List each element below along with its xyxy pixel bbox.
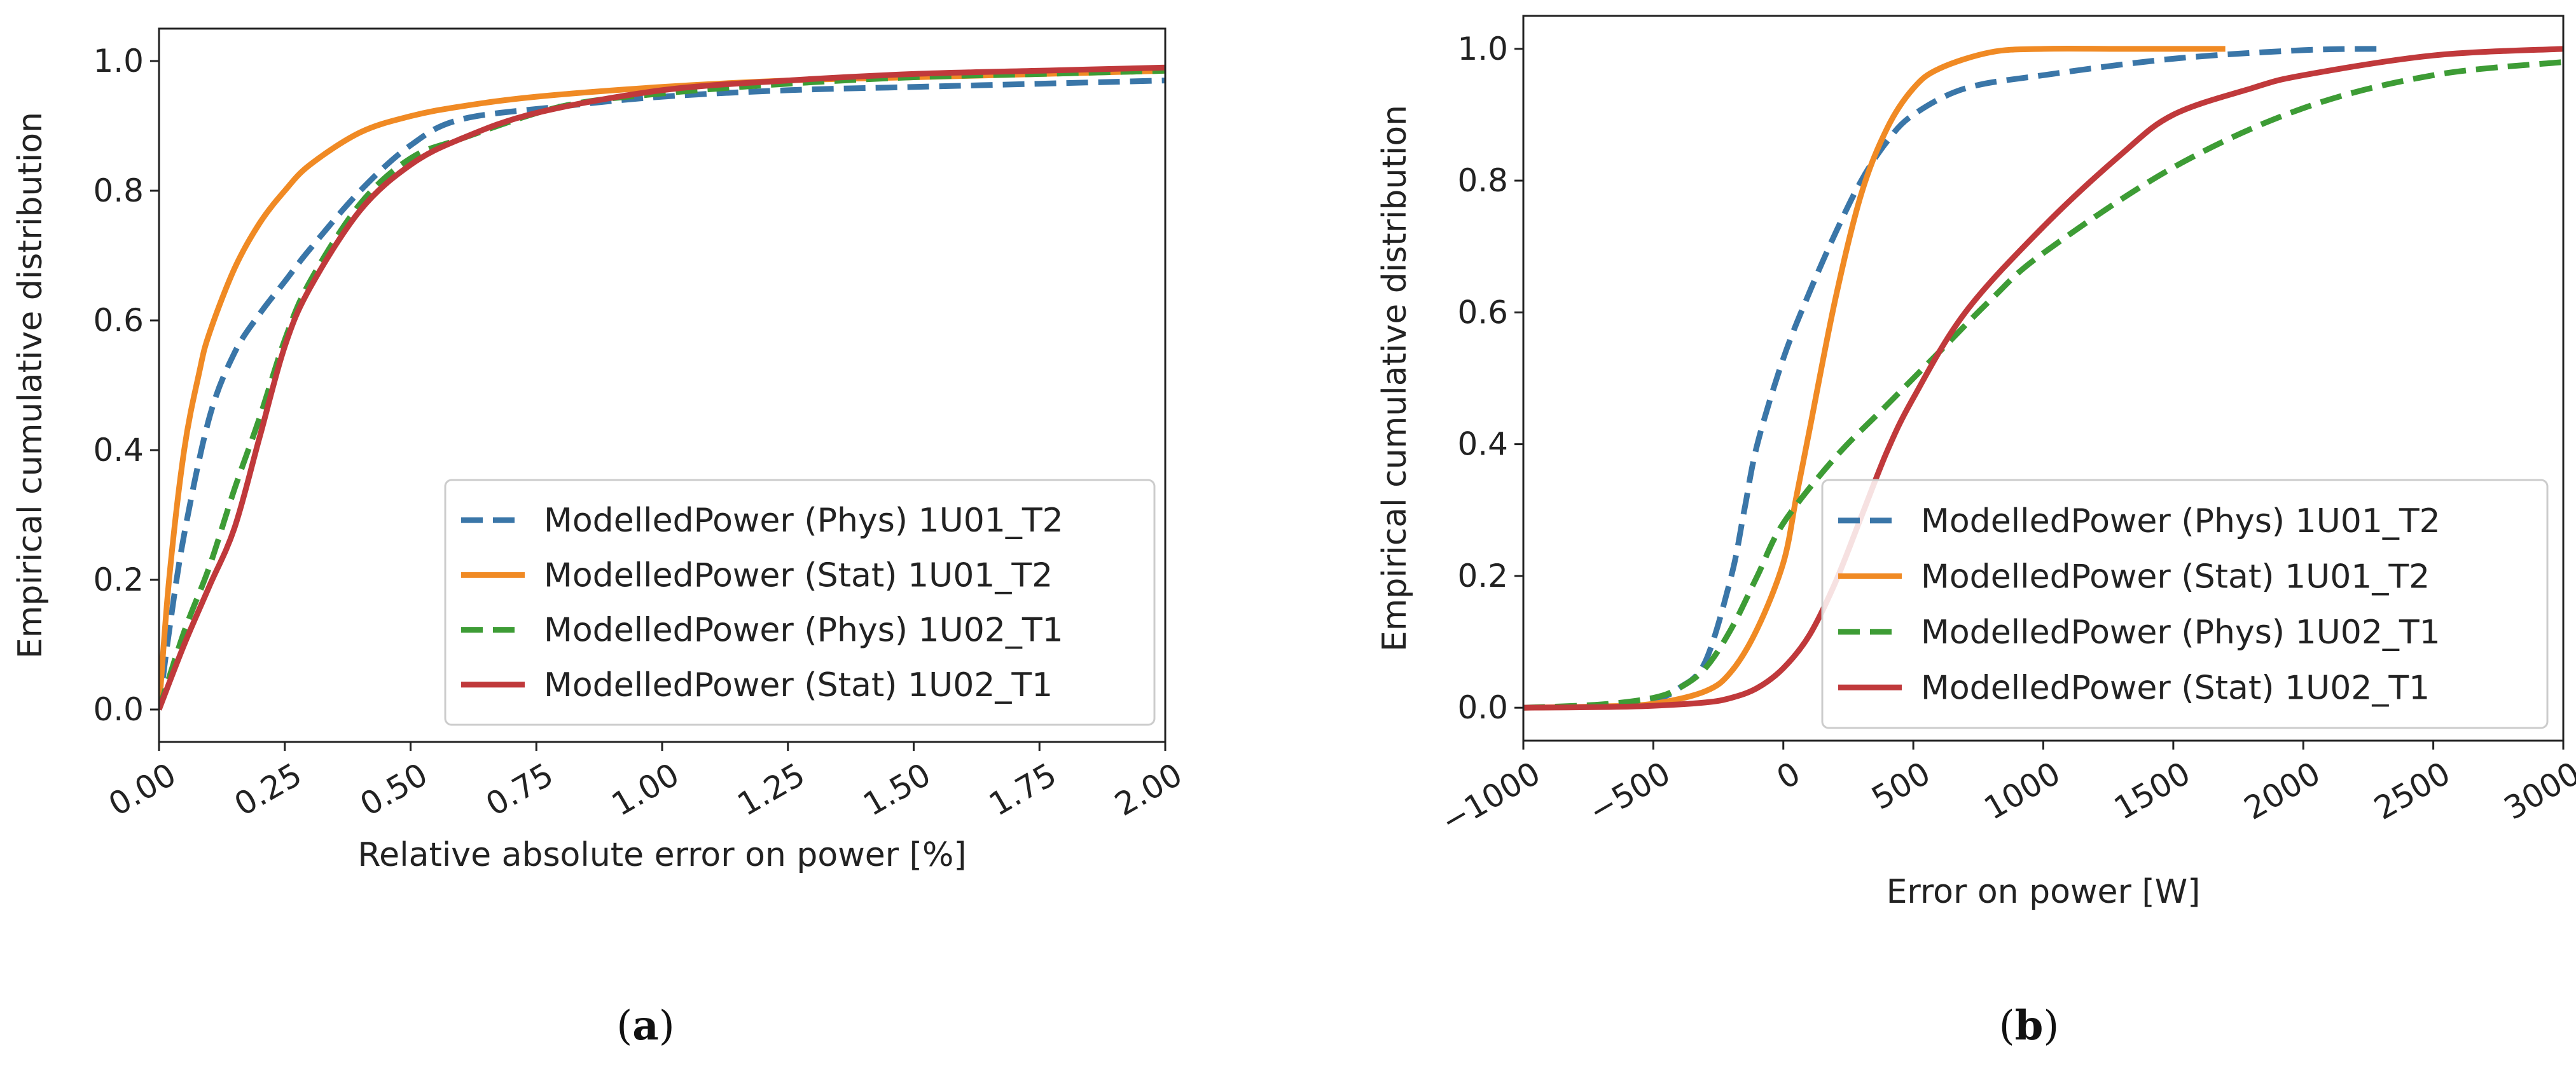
x-tick-label-a-1: 0.25 xyxy=(228,756,308,823)
legend-box-b xyxy=(1821,479,2549,729)
x-tick-label-a-5: 1.25 xyxy=(731,756,811,823)
legend-a: ModelledPower (Phys) 1U01_T2 ModelledPowe… xyxy=(444,479,1156,726)
x-tick-label-b-5: 1500 xyxy=(2108,755,2196,827)
series-line-b-3 xyxy=(1523,59,2563,711)
plot-area-a xyxy=(159,64,1165,711)
x-tick-label-b-0: −1000 xyxy=(1435,755,1546,840)
legend-label-a-4: ModelledPower (Stat) 1U02_T1 xyxy=(544,666,1053,704)
legend-label-a-2: ModelledPower (Stat) 1U01_T2 xyxy=(544,556,1053,594)
y-tick-label-b-2: 0.4 xyxy=(1457,426,1508,463)
series-line-b-2 xyxy=(1523,45,2226,711)
series-line-a-4 xyxy=(159,64,1165,711)
x-tick-label-a-0: 0.00 xyxy=(102,756,182,823)
x-tick-label-a-8: 2.00 xyxy=(1109,756,1188,823)
x-tick-label-b-3: 500 xyxy=(1866,755,1937,817)
legend-b: ModelledPower (Phys) 1U01_T2 ModelledPowe… xyxy=(1821,479,2549,729)
y-tick-label-a-2: 0.4 xyxy=(93,432,144,469)
y-tick-label-b-1: 0.2 xyxy=(1457,558,1508,594)
plot-area-b xyxy=(1523,45,2563,711)
y-tick-label-b-0: 0.0 xyxy=(1457,689,1508,726)
y-tick-label-b-3: 0.6 xyxy=(1457,294,1508,331)
legend-label-a-1: ModelledPower (Phys) 1U01_T2 xyxy=(544,502,1063,540)
legend-box-a xyxy=(444,479,1156,726)
chart-panel-b: 0.0 0.2 0.4 0.6 0.8 1.0 −1000 −500 0 500 1000 1500 2… xyxy=(1376,15,2576,1050)
legend-label-b-3: ModelledPower (Phys) 1U02_T1 xyxy=(1921,614,2441,652)
x-tick-label-b-1: −500 xyxy=(1582,755,1677,830)
x-tick-label-b-4: 1000 xyxy=(1978,755,2067,827)
y-axis-label-a: Empirical cumulative distribution xyxy=(11,112,50,659)
series-line-b-4 xyxy=(1523,46,2563,711)
series-line-a-1 xyxy=(159,78,1165,710)
legend-label-b-2: ModelledPower (Stat) 1U01_T2 xyxy=(1921,558,2430,596)
y-tick-label-a-4: 0.8 xyxy=(93,172,144,209)
y-tick-label-a-1: 0.2 xyxy=(93,561,144,598)
y-tick-label-a-0: 0.0 xyxy=(93,691,144,728)
legend-label-a-3: ModelledPower (Phys) 1U02_T1 xyxy=(544,612,1063,650)
legend-label-b-4: ModelledPower (Stat) 1U02_T1 xyxy=(1921,669,2430,707)
x-tick-label-a-2: 0.50 xyxy=(354,756,433,823)
x-axis-label-b: Error on power [W] xyxy=(1887,873,2201,911)
panel-caption-a: (a) xyxy=(616,1002,674,1050)
x-tick-label-b-8: 3000 xyxy=(2498,755,2576,827)
chart-panel-a: 0.0 0.2 0.4 0.6 0.8 1.0 0.00 0.25 0.50 0.75 1.00 1.… xyxy=(11,27,1188,1050)
y-axis-label-b: Empirical cumulative distribution xyxy=(1376,105,1414,652)
x-tick-label-b-6: 2000 xyxy=(2238,755,2326,827)
x-tick-label-a-4: 1.00 xyxy=(606,756,685,823)
x-tick-label-a-7: 1.75 xyxy=(983,756,1062,823)
series-line-a-3 xyxy=(159,67,1165,711)
y-tick-label-b-5: 1.0 xyxy=(1457,31,1508,67)
x-tick-label-a-6: 1.50 xyxy=(857,756,936,823)
x-tick-label-b-7: 2500 xyxy=(2368,755,2456,827)
y-tick-label-b-4: 0.8 xyxy=(1457,162,1508,199)
x-tick-label-b-2: 0 xyxy=(1771,755,1807,797)
x-tick-label-a-3: 0.75 xyxy=(480,756,559,823)
y-tick-label-a-3: 0.6 xyxy=(93,302,144,339)
x-axis-label-a: Relative absolute error on power [%] xyxy=(357,836,966,874)
y-tick-label-a-5: 1.0 xyxy=(93,43,144,79)
legend-label-b-1: ModelledPower (Phys) 1U01_T2 xyxy=(1921,502,2441,540)
panel-caption-b: (b) xyxy=(1999,1002,2060,1050)
